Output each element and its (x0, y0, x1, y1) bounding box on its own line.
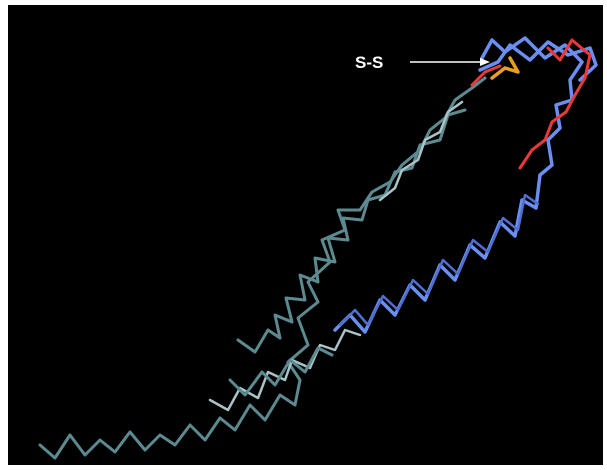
page: {"annotation": {"label": "S-S"}} S-S (()… (0, 0, 607, 470)
annotation-label: S-S (355, 53, 383, 72)
structure-image: S-S (0, 0, 607, 470)
